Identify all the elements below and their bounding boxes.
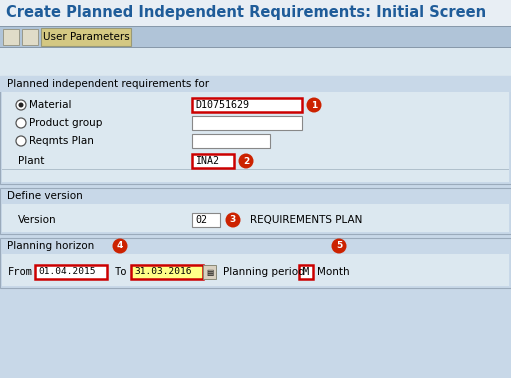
Text: 1: 1 (311, 101, 317, 110)
Text: 4: 4 (117, 242, 123, 251)
Bar (203, 265, 216, 279)
Text: Planning horizon: Planning horizon (7, 241, 94, 251)
Bar (2, 92, 509, 182)
Text: Product group: Product group (29, 118, 102, 128)
Bar (0, 26, 511, 27)
Text: 3: 3 (230, 215, 236, 225)
Text: INA2: INA2 (195, 156, 219, 166)
Bar (0, 76, 511, 184)
Text: Create Planned Independent Requirements: Initial Screen: Create Planned Independent Requirements:… (6, 6, 486, 20)
Bar (0, 26, 511, 48)
Text: 2: 2 (243, 156, 249, 166)
Circle shape (16, 118, 26, 128)
Text: D10751629: D10751629 (195, 100, 249, 110)
Text: Version: Version (18, 215, 57, 225)
Text: Plant: Plant (18, 156, 44, 166)
Text: User Parameters: User Parameters (42, 32, 129, 42)
Bar (22, 29, 38, 45)
Circle shape (332, 239, 346, 254)
Bar (0, 238, 511, 288)
Text: Planned independent requirements for: Planned independent requirements for (7, 79, 209, 89)
Circle shape (239, 153, 253, 169)
Circle shape (225, 212, 241, 228)
Bar (2, 204, 509, 232)
Text: Material: Material (29, 100, 72, 110)
Text: 31.03.2016: 31.03.2016 (134, 268, 192, 276)
Bar (35, 265, 107, 279)
Text: Month: Month (317, 267, 350, 277)
Bar (0, 48, 511, 76)
Text: 01.04.2015: 01.04.2015 (38, 268, 96, 276)
Bar (41, 28, 131, 46)
Text: 02: 02 (195, 215, 207, 225)
Circle shape (16, 100, 26, 110)
Bar (192, 154, 234, 168)
Bar (192, 98, 302, 112)
Bar (0, 0, 511, 26)
Bar (0, 76, 511, 92)
Circle shape (16, 136, 26, 146)
Bar (299, 265, 313, 279)
Bar (192, 116, 302, 130)
Bar (3, 29, 19, 45)
Text: 5: 5 (336, 242, 342, 251)
Bar (2, 169, 509, 170)
Text: To: To (115, 267, 128, 277)
Bar (2, 254, 509, 286)
Text: Reqmts Plan: Reqmts Plan (29, 136, 94, 146)
Bar (131, 265, 203, 279)
Text: M: M (303, 267, 309, 277)
Text: ▤: ▤ (206, 268, 213, 276)
Circle shape (307, 98, 321, 113)
Bar (0, 47, 511, 48)
Bar (192, 134, 270, 148)
Text: Planning period: Planning period (223, 267, 305, 277)
Circle shape (18, 102, 24, 107)
Bar (192, 213, 220, 227)
Bar (0, 188, 511, 234)
Text: Define version: Define version (7, 191, 83, 201)
Text: REQUIREMENTS PLAN: REQUIREMENTS PLAN (250, 215, 362, 225)
Circle shape (112, 239, 128, 254)
Text: From: From (8, 267, 33, 277)
